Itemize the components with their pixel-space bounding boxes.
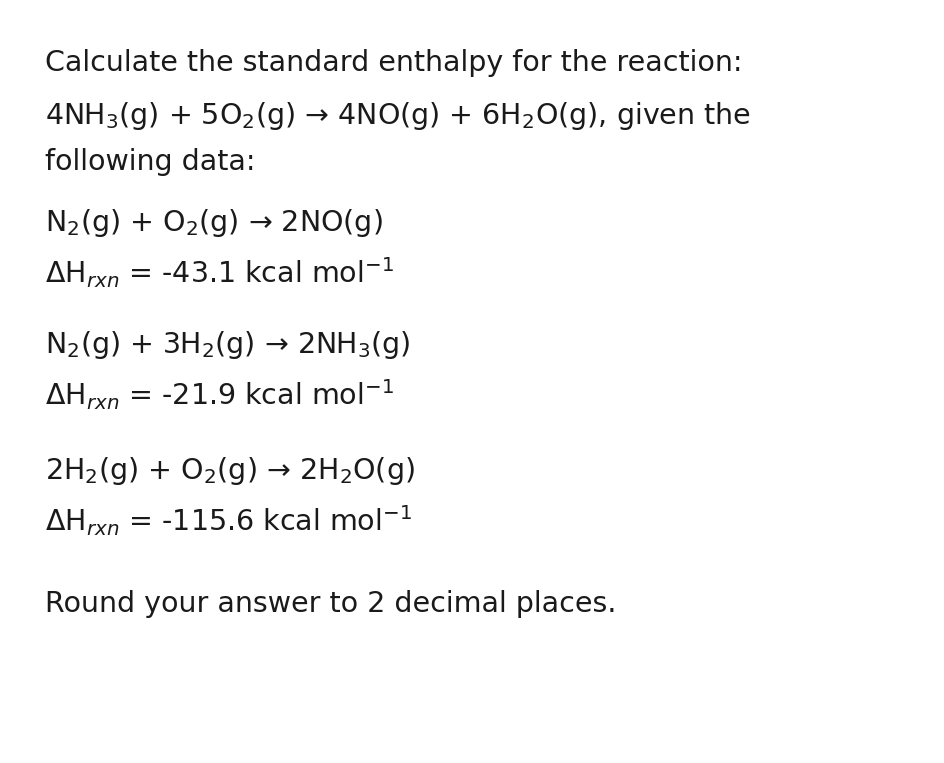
Text: 2H$_2$(g) + O$_2$(g) → 2H$_2$O(g): 2H$_2$(g) + O$_2$(g) → 2H$_2$O(g)	[45, 455, 414, 487]
Text: ΔH$_{rxn}$ = -115.6 kcal mol$^{-1}$: ΔH$_{rxn}$ = -115.6 kcal mol$^{-1}$	[45, 503, 412, 538]
Text: 4NH$_3$(g) + 5O$_2$(g) → 4NO(g) + 6H$_2$O(g), given the: 4NH$_3$(g) + 5O$_2$(g) → 4NO(g) + 6H$_2$…	[45, 100, 750, 132]
Text: N$_2$(g) + O$_2$(g) → 2NO(g): N$_2$(g) + O$_2$(g) → 2NO(g)	[45, 207, 382, 239]
Text: Calculate the standard enthalpy for the reaction:: Calculate the standard enthalpy for the …	[45, 49, 742, 76]
Text: ΔH$_{rxn}$ = -43.1 kcal mol$^{-1}$: ΔH$_{rxn}$ = -43.1 kcal mol$^{-1}$	[45, 255, 394, 290]
Text: N$_2$(g) + 3H$_2$(g) → 2NH$_3$(g): N$_2$(g) + 3H$_2$(g) → 2NH$_3$(g)	[45, 329, 411, 361]
Text: following data:: following data:	[45, 148, 256, 175]
Text: Round your answer to 2 decimal places.: Round your answer to 2 decimal places.	[45, 591, 616, 618]
Text: ΔH$_{rxn}$ = -21.9 kcal mol$^{-1}$: ΔH$_{rxn}$ = -21.9 kcal mol$^{-1}$	[45, 377, 394, 412]
